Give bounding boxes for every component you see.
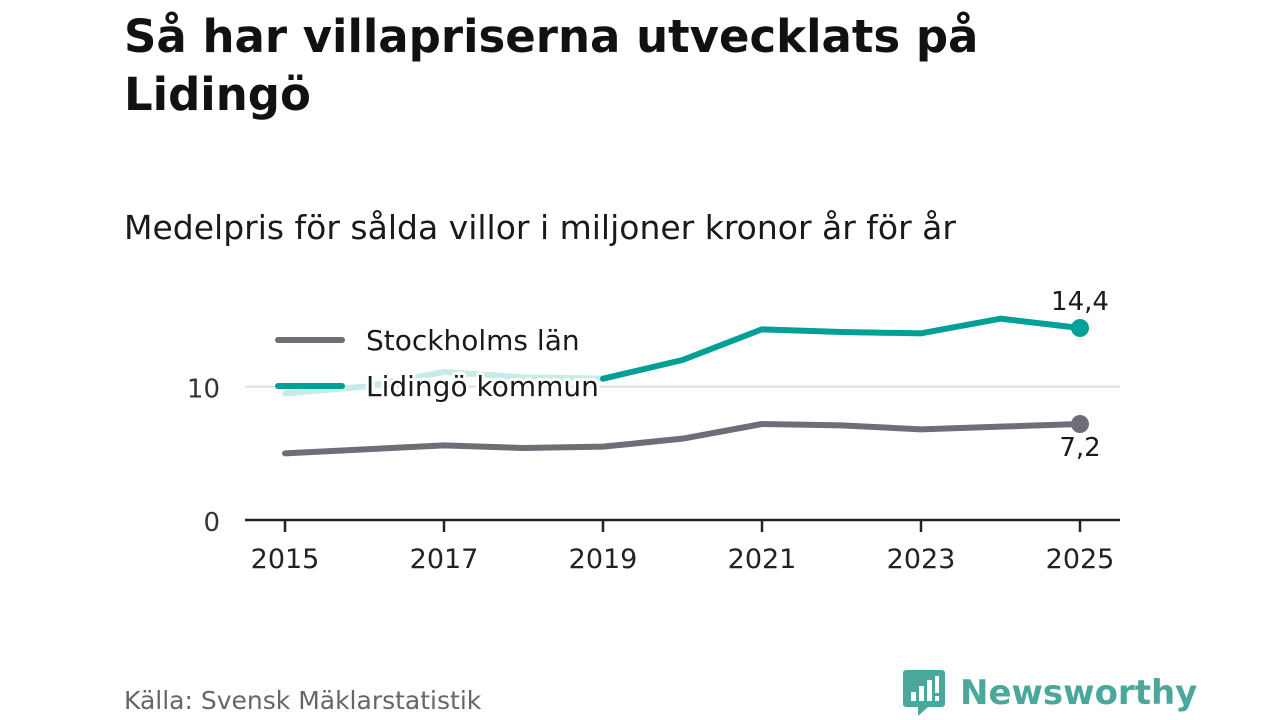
x-tick-label: 2015	[251, 544, 320, 575]
x-tick-label: 2025	[1046, 544, 1115, 575]
series-line-stockholm	[282, 421, 1083, 457]
brand-logo[interactable]: Newsworthy	[902, 668, 1197, 718]
x-tick-label: 2017	[410, 544, 479, 575]
x-tick-label: 2023	[887, 544, 956, 575]
legend-label-lidingo: Lidingö kommun	[366, 370, 599, 403]
x-tick-label: 2021	[728, 544, 797, 575]
source-note: Källa: Svensk Mäklarstatistik	[124, 686, 482, 715]
legend-label-stockholm: Stockholms län	[366, 324, 580, 357]
chart-subtitle: Medelpris för sålda villor i miljoner kr…	[124, 208, 956, 247]
series-line-lidingo	[600, 315, 1083, 382]
end-point-stockholm	[1071, 415, 1089, 433]
brand-name: Newsworthy	[960, 673, 1198, 713]
end-label-stockholm: 7,2	[1059, 433, 1100, 463]
x-tick-label: 2019	[569, 544, 638, 575]
end-point-lidingo	[1071, 319, 1089, 337]
chart-title: Så har villapriserna utvecklats på Lidin…	[124, 10, 979, 121]
end-label-lidingo: 14,4	[1051, 287, 1109, 317]
newsworthy-logo-icon	[903, 670, 945, 716]
y-tick-label: 10	[187, 375, 220, 405]
y-tick-label: 0	[203, 508, 220, 538]
